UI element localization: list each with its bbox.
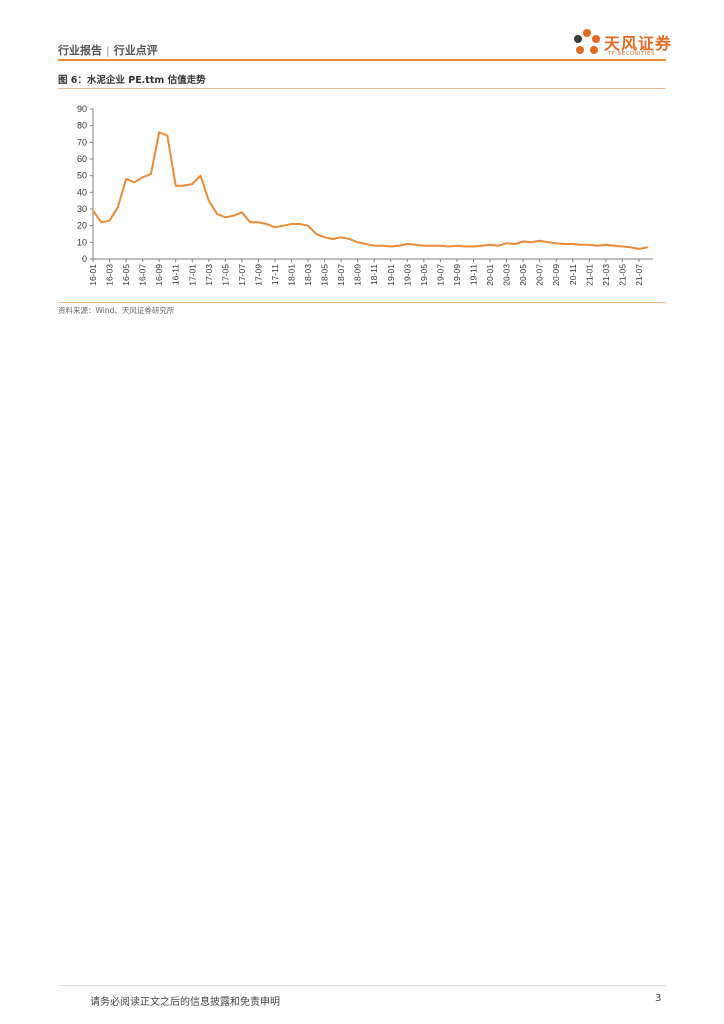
y-tick-label: 90: [77, 104, 87, 114]
x-tick-label: 21-05: [617, 264, 627, 286]
x-tick-label: 20-07: [535, 264, 545, 286]
x-tick-label: 17-05: [220, 264, 230, 286]
x-tick-label: 20-11: [568, 264, 578, 285]
figure-title: 图 6：水泥企业 PE.ttm 估值走势: [58, 75, 206, 86]
x-tick-label: 17-01: [187, 264, 197, 286]
x-tick-label: 21-07: [634, 264, 644, 286]
x-tick-label: 18-07: [336, 264, 346, 286]
x-tick-label: 19-07: [435, 264, 445, 286]
footer-disclaimer: 请务必阅读正文之后的信息披露和免责申明: [90, 997, 280, 1008]
y-tick-label: 30: [77, 204, 87, 214]
header-separator: |: [106, 44, 110, 57]
y-tick-label: 40: [77, 187, 87, 197]
x-tick-label: 16-03: [105, 264, 115, 286]
x-tick-label: 18-11: [369, 264, 379, 285]
x-tick-label: 18-03: [303, 264, 313, 286]
x-tick-label: 17-11: [270, 264, 280, 285]
x-tick-label: 16-07: [138, 264, 148, 286]
y-tick-label: 80: [77, 121, 87, 131]
y-tick-label: 70: [77, 137, 87, 147]
logo-english-name: TF SECURITIES: [608, 51, 655, 57]
footer-divider: [58, 985, 666, 986]
report-type: 行业报告: [58, 44, 102, 57]
logo-chinese-name: 天风证券: [604, 34, 673, 53]
x-tick-label: 16-11: [171, 264, 181, 285]
x-tick-label: 18-09: [353, 264, 363, 286]
x-tick-label: 19-01: [386, 264, 396, 286]
figure-source: 资料来源：Wind、天风证券研究所: [58, 306, 175, 315]
x-tick-label: 19-03: [402, 264, 412, 286]
tf-flower-logo-icon: [574, 29, 600, 54]
x-tick-label: 20-01: [485, 264, 495, 286]
x-tick-label: 16-09: [154, 264, 164, 286]
pe-ttm-series-line: [92, 131, 649, 250]
x-tick-label: 17-07: [237, 264, 247, 286]
x-tick-label: 18-01: [287, 264, 297, 286]
header-divider: [58, 59, 666, 61]
pe-ttm-line-chart: 0 10 20 30 40 50 60 70 80 90 16-01 16-03 16-05 16-07 1…: [77, 104, 653, 286]
x-tick-label: 21-01: [584, 264, 594, 286]
figure-title-divider: [58, 88, 666, 89]
y-tick-label: 10: [77, 237, 87, 247]
x-tick-label: 21-03: [601, 264, 611, 286]
y-tick-label: 60: [77, 154, 87, 164]
page-header: 行业报告 | 行业点评 天风证券 TF SECURITIES: [0, 0, 724, 70]
x-tick-label: 19-09: [452, 264, 462, 286]
x-tick-label: 20-09: [551, 264, 561, 286]
x-tick-label: 20-05: [518, 264, 528, 286]
x-tick-label: 20-03: [502, 264, 512, 286]
y-tick-label: 20: [77, 221, 87, 231]
x-tick-label: 16-05: [121, 264, 131, 286]
x-tick-label: 16-01: [88, 264, 98, 286]
tf-securities-logo: 天风证券 TF SECURITIES: [570, 24, 680, 62]
page-number: 3: [655, 993, 662, 1004]
x-tick-label: 19-11: [469, 264, 479, 285]
report-category: 行业报告 | 行业点评: [58, 42, 158, 58]
x-tick-label: 19-05: [419, 264, 429, 286]
x-tick-label: 17-03: [204, 264, 214, 286]
y-tick-label: 50: [77, 171, 87, 181]
report-subtype: 行业点评: [113, 44, 158, 57]
x-tick-label: 18-05: [320, 264, 330, 286]
y-tick-label: 0: [82, 254, 87, 264]
source-divider: [58, 302, 666, 303]
x-tick-label: 17-09: [253, 264, 263, 286]
